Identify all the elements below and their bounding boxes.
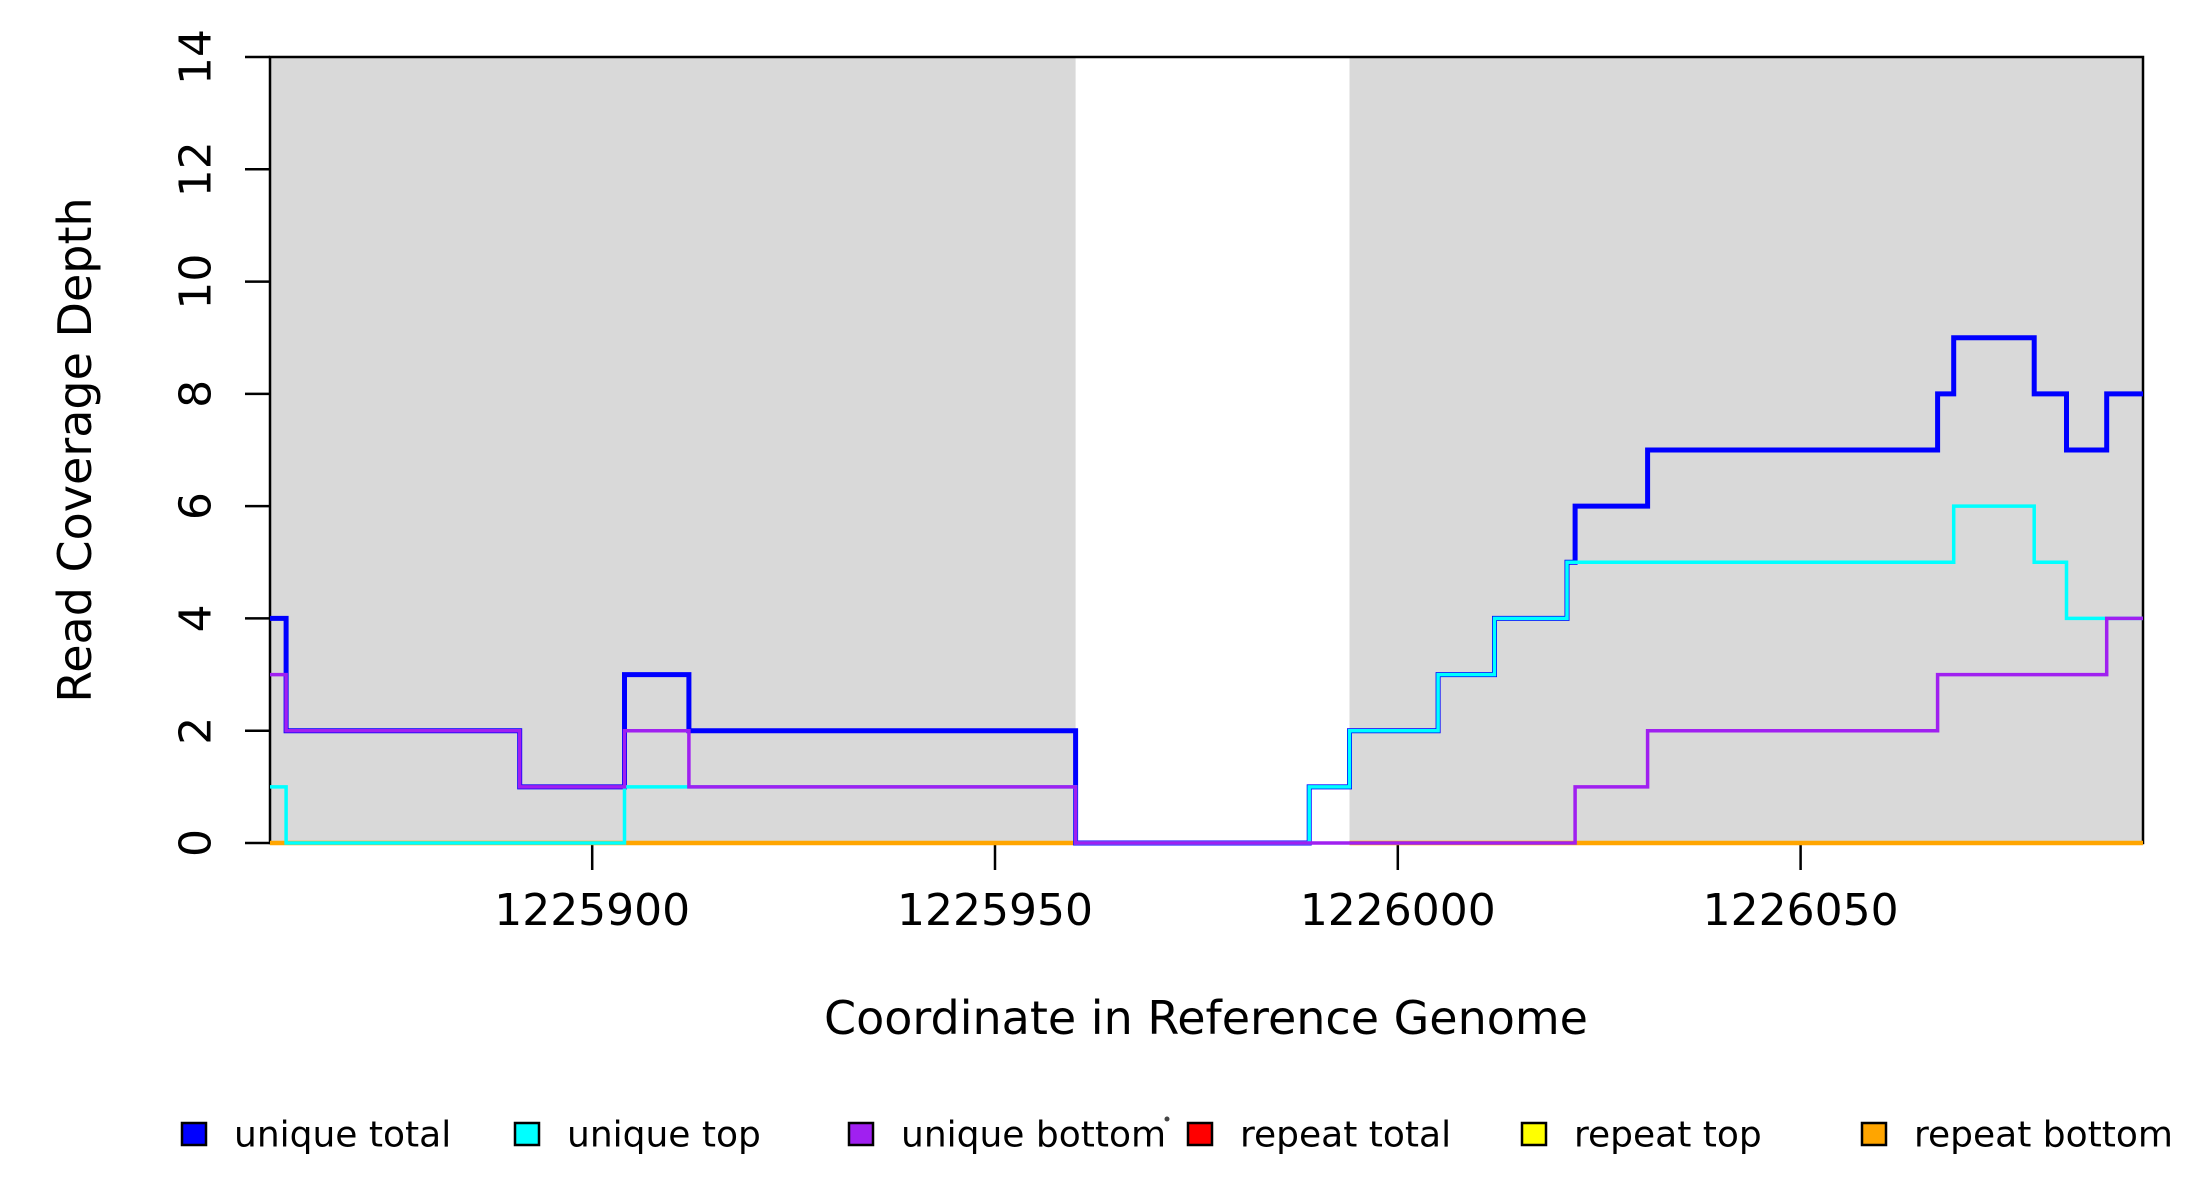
y-tick-label: 0 [171,829,222,857]
legend-item-unique-top: unique top [513,1115,761,1156]
y-tick-label: 4 [171,604,222,632]
legend-item-repeat-top: repeat top [1520,1115,1762,1156]
legend-label: repeat bottom [1914,1115,2173,1156]
legend-item-unique-bottom: unique bottom [847,1115,1166,1156]
legend-label: unique total [234,1115,451,1156]
x-tick-label: 1226050 [1703,885,1899,936]
legend-label: repeat top [1574,1115,1762,1156]
legend-item-repeat-bottom: repeat bottom [1860,1115,2173,1156]
series-line-unique-top [270,504,2143,845]
y-axis-title: Read Coverage Depth [48,197,102,702]
series-line-unique-bottom [270,616,2143,845]
legend-label: unique bottom [901,1115,1166,1156]
legend-item-repeat-total: repeat total [1186,1115,1451,1156]
legend-swatch-repeat-total [1186,1121,1214,1147]
legend-label: repeat total [1240,1115,1451,1156]
legend-swatch-repeat-top [1520,1121,1548,1147]
y-tick-label: 8 [171,380,222,408]
y-tick-label: 10 [171,254,222,310]
y-tick-label: 6 [171,492,222,520]
legend-swatch-unique-total [180,1121,208,1147]
legend-label: unique top [567,1115,761,1156]
stray-mark [1164,1116,1170,1122]
legend: unique total unique top unique bottom repea… [180,1115,2173,1156]
legend-item-unique-total: unique total [180,1115,451,1156]
axes-layer: 1225900 1225950 1226000 1226050 0 2 4 6 8 10 12 14 [171,29,2145,936]
x-tick-label: 1225900 [494,885,690,936]
y-tick-label: 2 [171,717,222,745]
x-tick-label: 1226000 [1300,885,1496,936]
series-lines-layer [270,335,2143,846]
legend-swatch-repeat-bottom [1860,1121,1888,1147]
shaded-region-left-aligned-block [270,57,1076,843]
y-tick-label: 12 [171,141,222,197]
x-axis-title: Coordinate in Reference Genome [824,991,1588,1045]
legend-swatch-unique-top [513,1121,541,1147]
y-tick-label: 14 [171,29,222,85]
x-tick-label: 1225950 [897,885,1093,936]
legend-swatch-unique-bottom [847,1121,875,1147]
